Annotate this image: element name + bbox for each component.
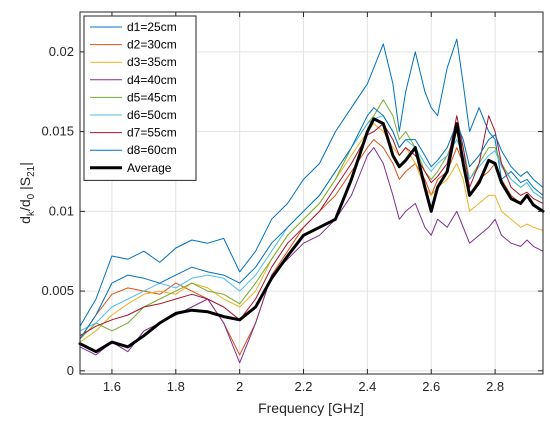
x-tick-label: 1.6 <box>103 379 121 394</box>
x-tick-label: 2 <box>236 379 243 394</box>
x-tick-label: 1.8 <box>167 379 185 394</box>
legend-label: Average <box>127 161 172 175</box>
x-axis-label: Frequency [GHz] <box>258 400 364 416</box>
y-tick-label: 0 <box>67 363 74 378</box>
series-line <box>79 139 544 356</box>
series-line <box>78 117 545 354</box>
legend-label: d8=60cm <box>127 143 177 157</box>
series-line <box>79 147 544 364</box>
y-tick-label: 0.02 <box>49 44 74 59</box>
y-tick-label: 0.015 <box>41 124 74 139</box>
y-axis-label-part: k <box>26 210 37 216</box>
legend: d1=25cm d2=30cm d3=35cm d4=40cm d5=45cm d6=50… <box>83 15 197 181</box>
x-tick-label: 2.8 <box>486 379 504 394</box>
x-tick-label: 2.4 <box>358 379 376 394</box>
series-line <box>79 107 544 340</box>
legend-label: d2=30cm <box>127 38 177 52</box>
y-axis-label-part: 0 <box>26 193 37 199</box>
legend-label: d4=40cm <box>127 73 177 87</box>
y-axis-label-part: /d <box>17 199 33 211</box>
legend-label: d1=25cm <box>127 20 177 34</box>
y-tick-label: 0.01 <box>49 203 74 218</box>
y-axis-label-part: |S <box>17 177 33 194</box>
series-line <box>79 99 544 340</box>
legend-label: d5=45cm <box>127 90 177 104</box>
plot-area-frame <box>79 11 544 375</box>
x-tick-label: 2.2 <box>294 379 312 394</box>
legend-label: d7=55cm <box>127 126 177 140</box>
y-axis-label: dk/d0 |S21| <box>17 162 37 224</box>
y-axis-label-part: 21 <box>26 165 37 177</box>
y-axis-label-part: d <box>17 216 33 224</box>
series-line <box>79 123 544 343</box>
axis-ticks: 1.6 1.8 2 2.2 2.4 2.6 2.8 0 0.005 0.01 0.015 0.02 <box>41 12 543 394</box>
legend-box <box>83 15 197 181</box>
series-line <box>79 38 544 327</box>
legend-label: d3=35cm <box>127 55 177 69</box>
x-tick-label: 2.6 <box>422 379 440 394</box>
y-tick-label: 0.005 <box>41 283 74 298</box>
y-axis-label-part: | <box>17 162 33 166</box>
series-lines <box>78 38 545 364</box>
legend-label: d6=50cm <box>127 108 177 122</box>
